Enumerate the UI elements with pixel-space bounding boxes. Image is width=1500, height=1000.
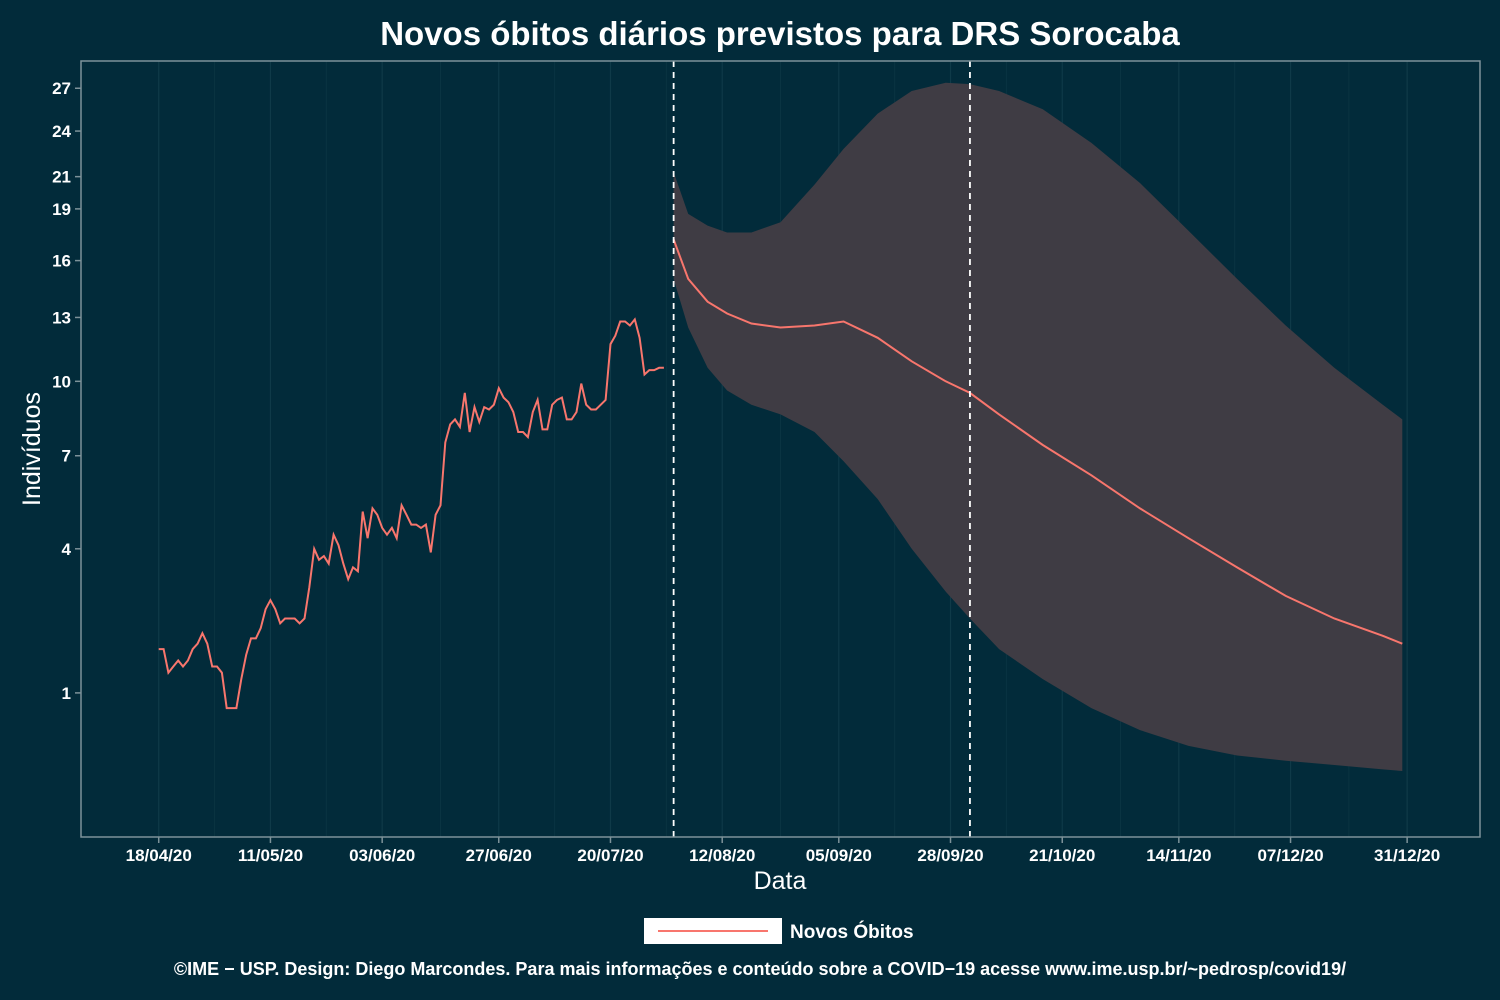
y-tick-label: 27 xyxy=(52,79,71,98)
vertical-reference-lines xyxy=(672,61,971,837)
y-tick-label: 13 xyxy=(52,308,71,327)
x-tick-label: 03/06/20 xyxy=(349,846,415,865)
y-tick-label: 19 xyxy=(52,200,71,219)
x-tick-label: 11/05/20 xyxy=(238,846,303,865)
y-tick-label: 4 xyxy=(62,540,72,559)
legend-label: Novos Óbitos xyxy=(790,921,914,943)
y-tick-label: 10 xyxy=(52,372,71,391)
legend: Novos Óbitos xyxy=(644,918,914,944)
x-axis-title: Data xyxy=(754,867,807,895)
credit-text: ©IME − USP. Design: Diego Marcondes. Par… xyxy=(174,959,1346,979)
y-tick-label: 7 xyxy=(62,447,71,466)
x-tick-label: 05/09/20 xyxy=(806,846,872,865)
y-tick-label: 1 xyxy=(62,684,71,703)
x-tick-label: 27/06/20 xyxy=(466,846,532,865)
x-tick-label: 20/07/20 xyxy=(577,846,643,865)
forecast-interval-band xyxy=(673,82,1403,771)
y-tick-label: 16 xyxy=(52,252,71,271)
x-axis-ticks: 18/04/20 11/05/20 03/06/20 27/06/20 20/07/20… xyxy=(126,837,1440,865)
x-tick-label: 18/04/20 xyxy=(126,846,192,865)
plot-panel-border xyxy=(80,60,1481,838)
x-tick-label: 31/12/20 xyxy=(1374,846,1440,865)
series-line-observed xyxy=(158,317,664,710)
x-tick-label: 07/12/20 xyxy=(1257,846,1323,865)
x-tick-label: 28/09/20 xyxy=(917,846,983,865)
y-axis-title: Indivíduos xyxy=(18,392,46,506)
x-tick-label: 12/08/20 xyxy=(689,846,755,865)
x-tick-label: 21/10/20 xyxy=(1029,846,1095,865)
y-tick-label: 21 xyxy=(52,168,71,187)
y-axis-ticks: 1 4 7 10 13 16 19 21 24 27 xyxy=(52,79,81,703)
series-line-forecast xyxy=(672,239,1403,645)
chart-title: Novos óbitos diários previstos para DRS … xyxy=(380,15,1180,52)
x-tick-label: 14/11/20 xyxy=(1146,846,1211,865)
y-tick-label: 24 xyxy=(52,122,71,141)
